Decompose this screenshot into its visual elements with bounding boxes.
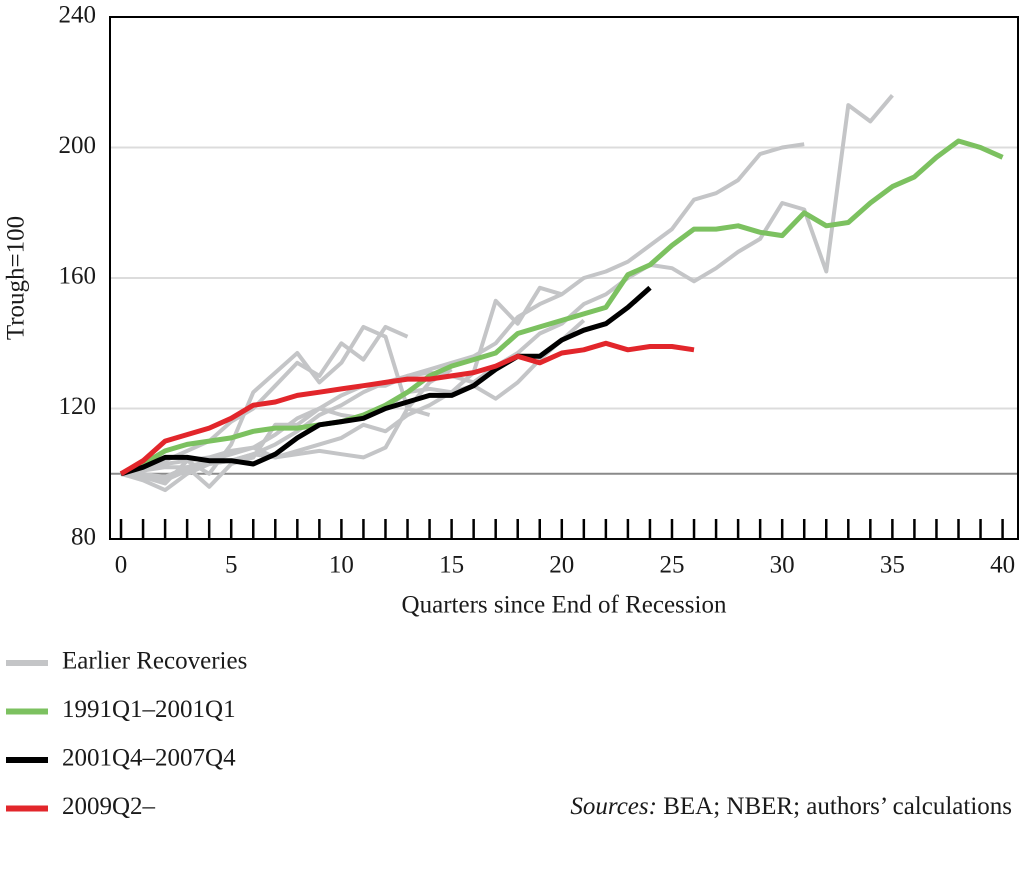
legend-label: Earlier Recoveries [62,648,247,675]
line [120,285,652,477]
y-tick-label: 120 [59,393,97,420]
y-tick-label: 240 [59,2,97,29]
line [120,367,453,493]
source-label: Sources: [570,793,657,820]
y-tick-label: 80 [71,524,96,551]
source: Sources: BEA; NBER; authors’ calculation… [570,793,1012,820]
x-tick-label: 5 [225,552,238,579]
y-tick-label: 200 [59,132,97,159]
x-tick-label: 40 [990,552,1015,579]
x-tick-label: 35 [880,552,905,579]
x-tick-label: 15 [439,552,464,579]
line [120,94,894,483]
x-axis-label: Quarters since End of Recession [402,592,727,619]
x-tick-label: 25 [659,552,684,579]
x-tick-label: 30 [770,552,795,579]
line [120,142,805,476]
x-tick-label: 0 [115,552,128,579]
line [119,138,1004,477]
line [119,340,695,476]
plot-frame [109,16,1019,540]
legend-label: 1991Q1–2001Q1 [62,696,236,723]
legend-label: 2009Q2– [62,793,156,820]
legend-label: 2001Q4–2007Q4 [62,745,236,772]
x-tick-label: 10 [329,552,354,579]
y-tick-label: 160 [59,263,97,290]
y-axis-label: Trough=100 [3,216,30,340]
source-text: BEA; NBER; authors’ calculations [663,793,1012,820]
x-tick-label: 20 [549,552,574,579]
line [120,285,563,476]
